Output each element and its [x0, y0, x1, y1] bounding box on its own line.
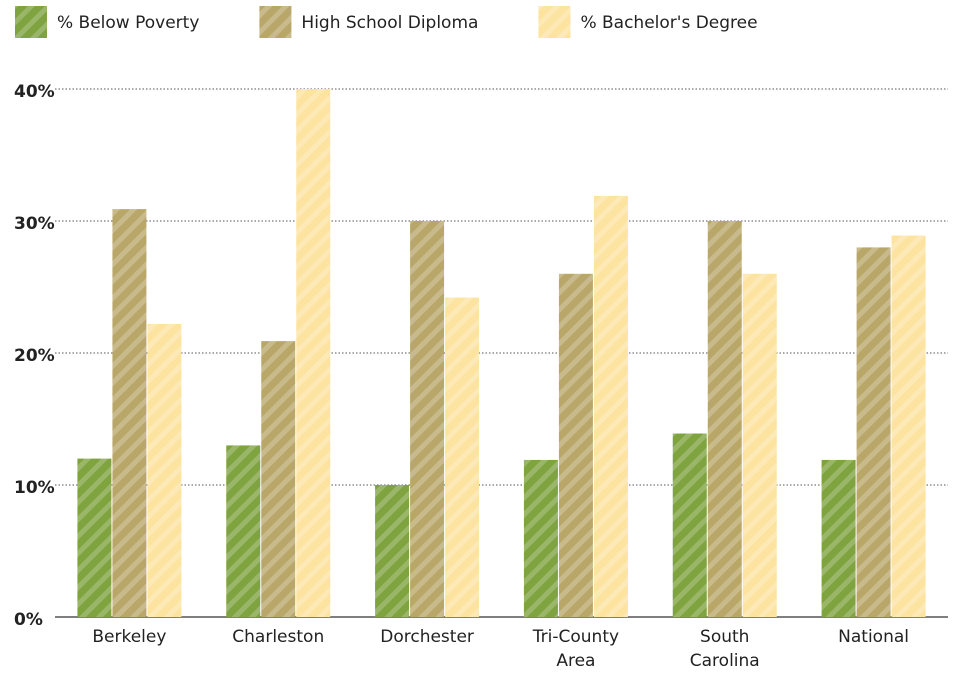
y-tick-label: 0% [14, 610, 43, 630]
bar [445, 297, 480, 617]
bar [593, 195, 628, 618]
bar [742, 273, 777, 617]
bar [77, 458, 112, 617]
y-tick-label: 10% [14, 478, 55, 498]
bar [672, 433, 707, 617]
bar [856, 247, 891, 617]
x-tick-label: Charleston [232, 627, 325, 647]
x-tick-label: Tri-County Area [532, 627, 620, 671]
legend-label: % Below Poverty [57, 13, 199, 33]
y-tick-label: 40% [14, 82, 55, 102]
y-tick-label: 30% [14, 214, 55, 234]
legend-label: % Bachelor's Degree [580, 13, 757, 33]
legend-swatch [259, 6, 292, 38]
x-tick-label: National [838, 627, 909, 647]
bar [226, 445, 261, 617]
legend-label: High School Diploma [301, 13, 478, 33]
legend-swatch [15, 6, 47, 38]
bar [147, 323, 182, 617]
x-tick-label: Berkeley [92, 627, 167, 647]
x-tick-label: South Carolina [689, 627, 760, 671]
bar [112, 209, 147, 617]
bar [558, 273, 593, 617]
bar [707, 221, 742, 617]
x-tick-label: Dorchester [380, 627, 474, 647]
bar [296, 89, 331, 617]
bar [261, 341, 296, 617]
bar [821, 459, 856, 617]
legend-swatch [538, 6, 571, 38]
bar [410, 221, 445, 617]
bar [891, 235, 926, 617]
bar [375, 485, 410, 617]
bar [523, 459, 558, 617]
y-tick-label: 20% [14, 346, 55, 366]
